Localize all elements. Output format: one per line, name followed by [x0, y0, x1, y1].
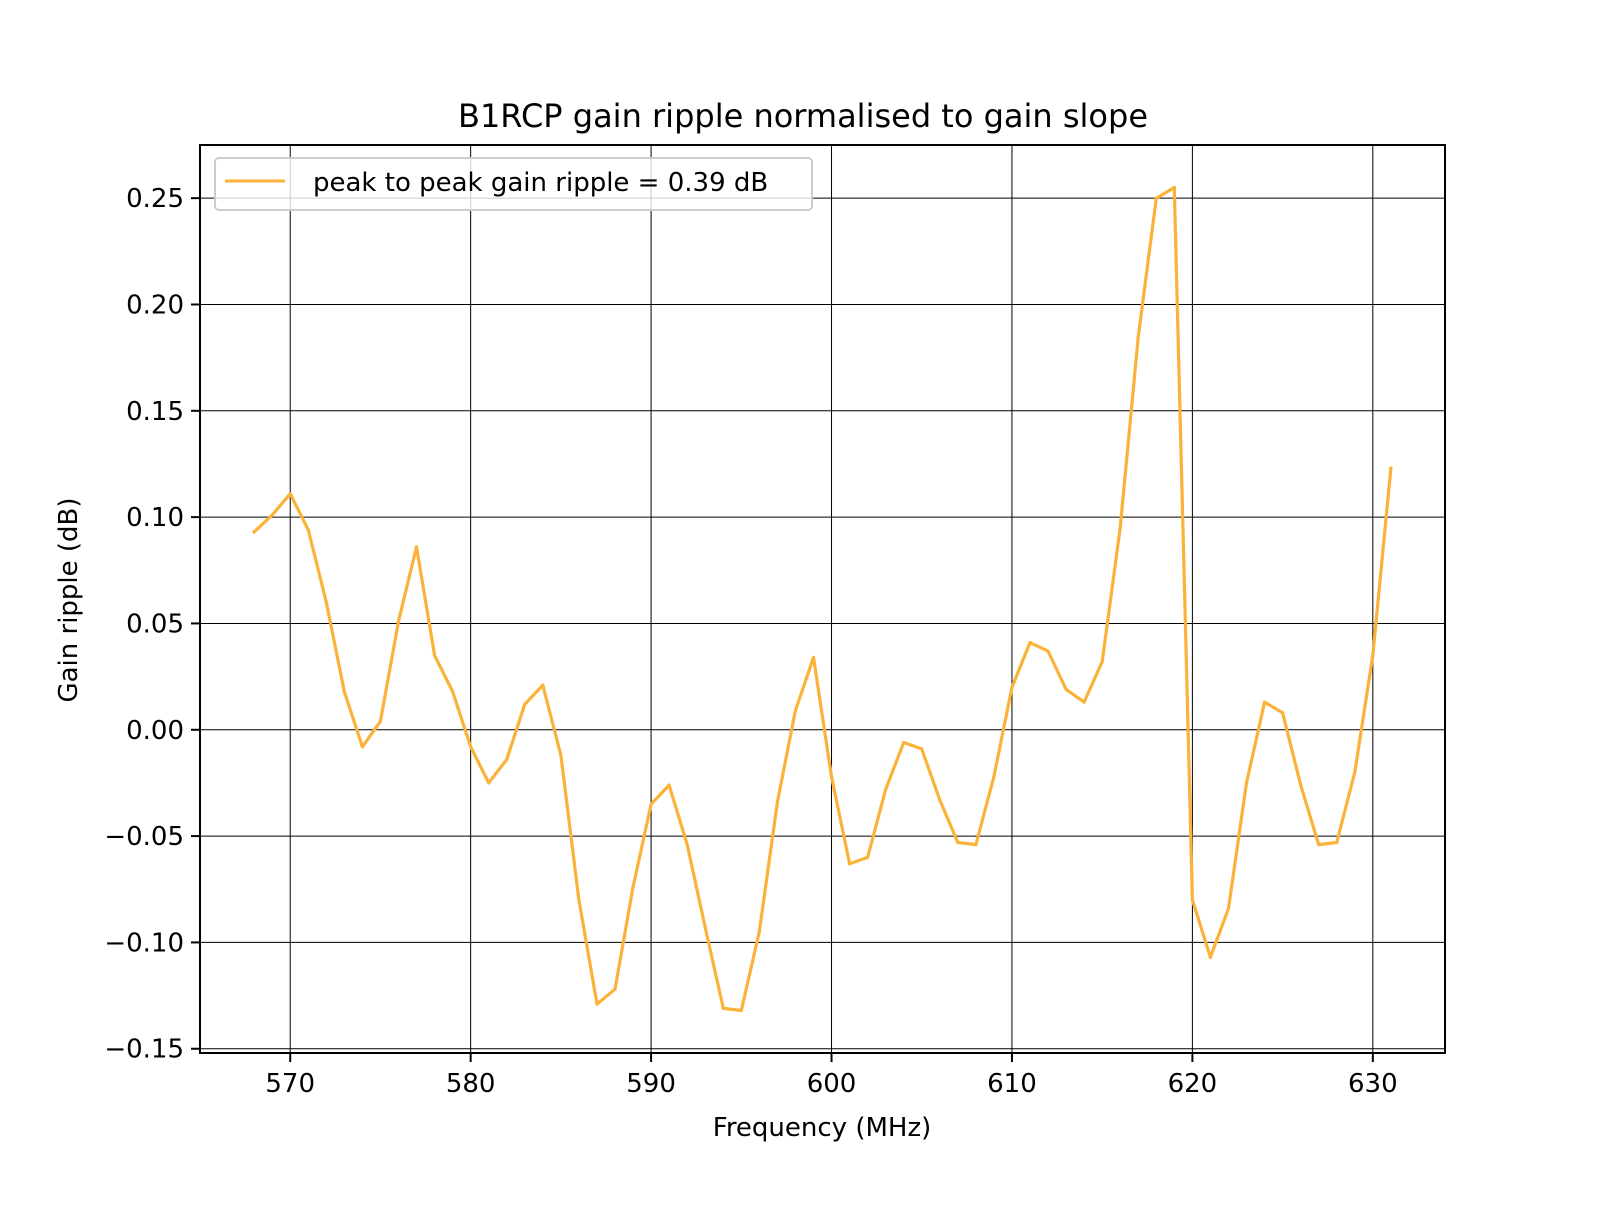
series-layer: [251, 185, 1393, 1013]
data-point: [252, 530, 256, 534]
data-point: [1281, 711, 1285, 715]
data-point: [523, 702, 527, 706]
data-point: [902, 740, 906, 745]
data-point: [811, 655, 816, 660]
data-point: [1190, 898, 1194, 902]
data-point: [1046, 649, 1050, 653]
y-tick-label: −0.15: [104, 1035, 184, 1065]
data-point: [1389, 466, 1393, 470]
data-point: [866, 855, 870, 859]
data-point: [721, 1006, 725, 1010]
data-point: [451, 689, 455, 694]
data-point: [1154, 196, 1158, 200]
x-tick-label: 630: [1348, 1069, 1398, 1099]
data-point: [559, 753, 563, 757]
data-point: [487, 781, 491, 785]
data-point: [1317, 843, 1321, 847]
data-point: [342, 689, 346, 694]
data-point: [360, 745, 364, 749]
data-point: [1262, 700, 1267, 704]
legend-box: [214, 157, 813, 211]
data-point: [884, 787, 888, 791]
y-tick-label: 0.20: [126, 290, 184, 320]
x-axis-label: Frequency (MHz): [713, 1113, 932, 1143]
data-point: [667, 783, 671, 787]
y-tick-label: 0.00: [126, 716, 184, 746]
data-point: [1371, 653, 1375, 657]
data-point: [414, 545, 419, 549]
data-point: [577, 898, 581, 902]
grid: [200, 145, 1445, 1053]
data-point: [631, 885, 635, 889]
data-point: [378, 719, 383, 723]
data-point: [1028, 640, 1032, 645]
data-point: [469, 745, 473, 749]
data-point: [1353, 770, 1357, 774]
data-point: [541, 683, 545, 687]
y-tick-label: 0.25: [126, 184, 184, 214]
data-point: [432, 653, 437, 657]
data-point: [974, 843, 978, 847]
data-point: [1064, 687, 1068, 691]
data-point: [595, 1002, 599, 1006]
y-tick-label: 0.05: [126, 609, 184, 639]
data-point: [1136, 334, 1140, 338]
data-point: [613, 987, 617, 991]
data-point: [775, 800, 779, 804]
data-point: [396, 619, 401, 623]
data-point: [324, 600, 328, 604]
x-tick-label: 590: [626, 1069, 676, 1099]
data-point: [1100, 660, 1104, 664]
legend: peak to peak gain ripple = 0.39 dB: [214, 157, 813, 211]
data-point: [1244, 781, 1249, 785]
chart-title: B1RCP gain ripple normalised to gain slo…: [458, 97, 1148, 135]
data-point: [920, 747, 924, 751]
legend-label: peak to peak gain ripple = 0.39 dB: [313, 168, 768, 198]
x-tick-label: 620: [1168, 1069, 1218, 1099]
data-point: [1118, 526, 1122, 530]
data-point: [1082, 700, 1086, 704]
series-line: [251, 185, 1393, 1013]
data-point: [1172, 185, 1176, 190]
x-tick-label: 600: [807, 1069, 857, 1099]
data-point: [306, 528, 310, 532]
data-point: [793, 709, 798, 713]
x-tick-label: 610: [987, 1069, 1037, 1099]
data-point: [685, 843, 689, 847]
data-point: [992, 774, 996, 779]
data-point: [1335, 840, 1339, 845]
y-tick-label: −0.05: [104, 822, 184, 852]
data-point: [703, 925, 707, 930]
x-tick-label: 580: [446, 1069, 496, 1099]
y-tick-label: 0.15: [126, 397, 184, 427]
y-tick-label: −0.10: [104, 928, 184, 958]
data-point: [1010, 685, 1014, 689]
data-point: [847, 862, 852, 866]
data-point: [739, 1008, 743, 1013]
x-tick-label: 570: [265, 1069, 315, 1099]
data-point: [505, 757, 509, 762]
y-axis-label: Gain ripple (dB): [54, 497, 84, 702]
data-point: [1299, 783, 1303, 787]
data-point: [956, 840, 960, 845]
data-point: [757, 930, 761, 934]
data-point: [649, 802, 653, 806]
y-tick-label: 0.10: [126, 503, 184, 533]
axis-ticks: 570 580 590 600 610 620 630 −0.15 −0.10 −0.05 0.00…: [104, 184, 1397, 1099]
plot-frame: [199, 144, 1446, 1054]
data-point: [938, 798, 942, 802]
data-point: [270, 513, 274, 517]
data-point: [1208, 955, 1213, 959]
data-point: [1226, 906, 1231, 911]
data-point: [829, 774, 834, 779]
data-point: [288, 492, 292, 496]
